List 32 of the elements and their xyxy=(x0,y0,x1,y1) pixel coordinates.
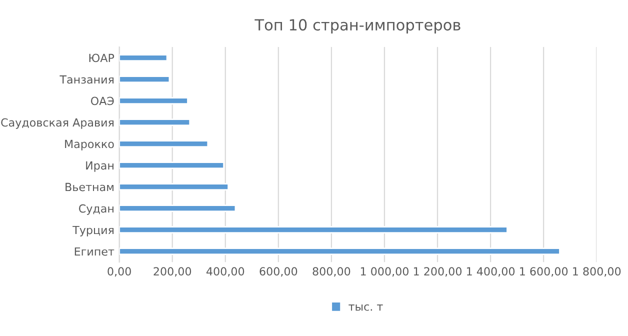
bar xyxy=(119,140,209,148)
y-tick-label: Танзания xyxy=(60,75,114,84)
legend-label: тыс. т xyxy=(348,304,383,311)
x-tick-label: 1 200,00 xyxy=(414,267,462,277)
y-tick-label: Турция xyxy=(72,226,114,236)
bar xyxy=(119,76,170,83)
x-tick-label: 1 000,00 xyxy=(360,267,408,277)
bar xyxy=(119,204,236,212)
y-tick-label: Марокко xyxy=(65,140,114,150)
bar xyxy=(119,54,168,62)
x-tick-label: 1 800,00 xyxy=(573,267,621,277)
y-tick-label: Иран xyxy=(86,161,114,172)
x-tick-label: 0,00 xyxy=(108,267,131,277)
y-tick-label: ОАЭ xyxy=(90,96,114,106)
bar xyxy=(119,248,560,256)
y-tick-label: ЮАР xyxy=(89,54,114,62)
y-tick-label: Египет xyxy=(74,247,114,256)
x-tick-label: 1 600,00 xyxy=(520,267,568,277)
x-tick-label: 400,00 xyxy=(206,267,244,277)
bar xyxy=(119,183,229,191)
x-tick-label: 1 400,00 xyxy=(467,267,515,277)
bar xyxy=(119,118,191,126)
x-tick-label: 600,00 xyxy=(260,267,298,277)
bar xyxy=(119,226,508,234)
y-tick-label: Вьетнам xyxy=(66,182,114,192)
x-tick-label: 200,00 xyxy=(154,267,192,277)
x-tick-label: 800,00 xyxy=(312,267,350,277)
y-tick-label: Саудовская Аравия xyxy=(1,118,114,129)
chart-title: Топ 10 стран-импортеров xyxy=(254,19,460,34)
y-tick-label: Судан xyxy=(78,204,114,215)
bar xyxy=(119,97,188,105)
bar xyxy=(119,162,224,170)
